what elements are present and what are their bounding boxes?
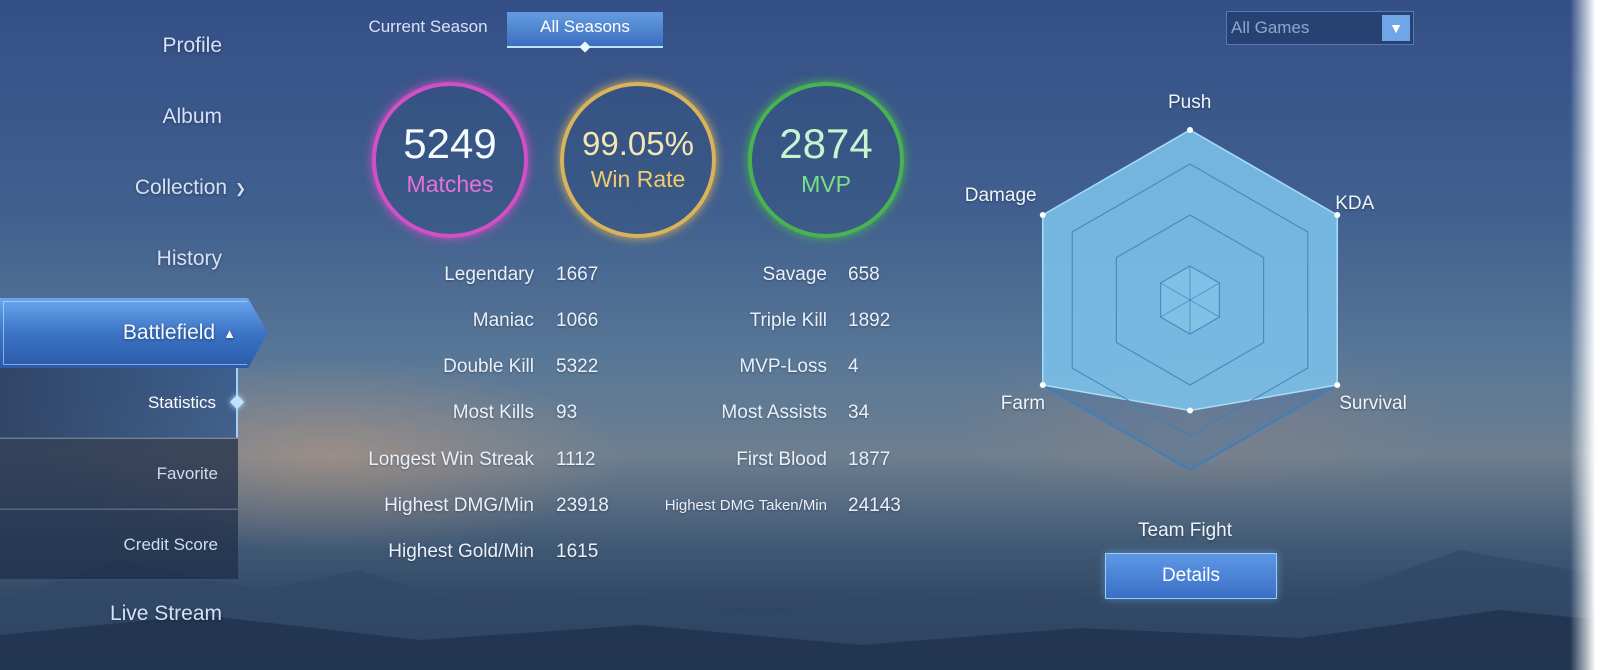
- stat-value: 1667: [556, 264, 599, 285]
- radar-axis-label: Farm: [1000, 393, 1046, 414]
- stat-label: Highest DMG/Min: [384, 495, 534, 516]
- mountain-backdrop: [0, 550, 1600, 670]
- stat-value: 34: [848, 402, 870, 423]
- sidebar-subitem-label: Favorite: [156, 463, 218, 483]
- selected-diamond-icon: [579, 41, 591, 53]
- sidebar-item-album[interactable]: Album: [0, 97, 270, 137]
- sidebar-item-battlefield[interactable]: Battlefield ▲: [0, 298, 268, 368]
- stat-label: Savage: [762, 264, 827, 285]
- sidebar-subitem-label: Statistics: [147, 392, 216, 412]
- sidebar-item-label: Live Stream: [109, 602, 222, 625]
- sidebar-subitem-label: Credit Score: [123, 534, 218, 554]
- radar-spoke: [1189, 282, 1220, 301]
- stat-label: Highest DMG Taken/Min: [664, 497, 827, 514]
- stat-value: 5322: [556, 356, 599, 377]
- sidebar-subitem-credit-score[interactable]: Credit Score: [0, 510, 238, 580]
- tab-current-season[interactable]: Current Season: [358, 12, 498, 48]
- radar-point: [1187, 407, 1193, 414]
- radar-point: [1187, 127, 1193, 133]
- radar-spoke: [1189, 299, 1220, 318]
- sidebar-item-label: Battlefield: [122, 321, 216, 344]
- win-rate-label: Win Rate: [590, 166, 686, 192]
- game-filter-value: All Games: [1231, 18, 1310, 37]
- radar-point: [1039, 382, 1046, 388]
- chevron-up-icon: ▲: [223, 325, 236, 341]
- stat-value: 1112: [556, 449, 596, 470]
- sidebar-item-profile[interactable]: Profile: [0, 26, 270, 66]
- stat-label: Most Kills: [452, 402, 534, 423]
- radar-axis-label: Push: [1168, 92, 1212, 113]
- tab-label: All Seasons: [540, 17, 630, 36]
- sidebar-item-collection[interactable]: Collection ❯: [0, 168, 270, 208]
- radar-point: [1039, 212, 1046, 218]
- stat-label: Double Kill: [443, 356, 534, 377]
- stat-value: 23918: [556, 495, 609, 516]
- stat-value: 658: [848, 264, 880, 285]
- mvp-value: 2874: [779, 119, 873, 167]
- matches-value: 5249: [403, 119, 497, 167]
- radar-axis-label: Team Fight: [1138, 520, 1232, 541]
- radar-grid-ring: [1071, 163, 1309, 437]
- stat-label: Legendary: [444, 264, 534, 285]
- stat-label: Highest Gold/Min: [388, 541, 534, 562]
- radar-point: [1334, 212, 1341, 218]
- win-rate-value: 99.05%: [582, 125, 694, 162]
- screen-edge: [1570, 0, 1600, 670]
- stat-label: Triple Kill: [749, 310, 827, 331]
- stat-value: 1892: [848, 310, 891, 331]
- tab-label: Current Season: [368, 17, 488, 36]
- win-rate-circle: 99.05% Win Rate: [560, 82, 716, 238]
- stat-label: Most Assists: [721, 402, 827, 423]
- details-button-label: Details: [1161, 565, 1221, 586]
- stat-value: 93: [556, 402, 578, 423]
- mvp-label: MVP: [801, 170, 851, 197]
- radar-spoke: [1160, 282, 1191, 301]
- radar-point: [1334, 382, 1341, 388]
- sidebar-subitem-statistics[interactable]: Statistics: [0, 368, 245, 438]
- radar-grid-ring: [1115, 214, 1265, 386]
- mvp-circle: 2874 MVP: [748, 82, 904, 238]
- radar-axis-label: Survival: [1339, 393, 1407, 414]
- sidebar-item-label: Profile: [162, 34, 222, 57]
- radar-spoke: [1160, 299, 1191, 318]
- stat-value: 1066: [556, 310, 599, 331]
- tab-all-seasons[interactable]: All Seasons: [507, 12, 663, 53]
- stat-value: 24143: [848, 495, 901, 516]
- stat-label: Maniac: [472, 310, 534, 331]
- stat-value: 1615: [556, 541, 599, 562]
- sidebar-subitem-favorite[interactable]: Favorite: [0, 439, 238, 509]
- stat-value: 4: [848, 356, 859, 377]
- sidebar-item-label: Album: [162, 105, 222, 128]
- chevron-down-icon: ❯: [235, 181, 246, 196]
- details-button[interactable]: Details: [1105, 553, 1277, 599]
- selected-diamond-icon: [229, 394, 245, 410]
- stat-label: MVP-Loss: [739, 356, 827, 377]
- radar-axis-label: Damage: [964, 185, 1037, 206]
- sidebar-item-label: Collection: [134, 176, 228, 199]
- chevron-down-icon[interactable]: ▼: [1382, 15, 1410, 41]
- stat-value: 1877: [848, 449, 891, 470]
- radar-axis-label: KDA: [1335, 193, 1375, 214]
- stat-label: Longest Win Streak: [368, 449, 534, 470]
- matches-circle: 5249 Matches: [372, 82, 528, 238]
- stat-label: First Blood: [736, 449, 827, 470]
- game-filter-select[interactable]: All Games ▼: [1226, 11, 1414, 45]
- performance-radar-chart: [1039, 127, 1341, 472]
- matches-label: Matches: [406, 170, 494, 197]
- sidebar-item-label: History: [156, 247, 222, 270]
- sidebar-item-history[interactable]: History: [0, 239, 270, 279]
- sidebar-item-live-stream[interactable]: Live Stream: [0, 594, 270, 634]
